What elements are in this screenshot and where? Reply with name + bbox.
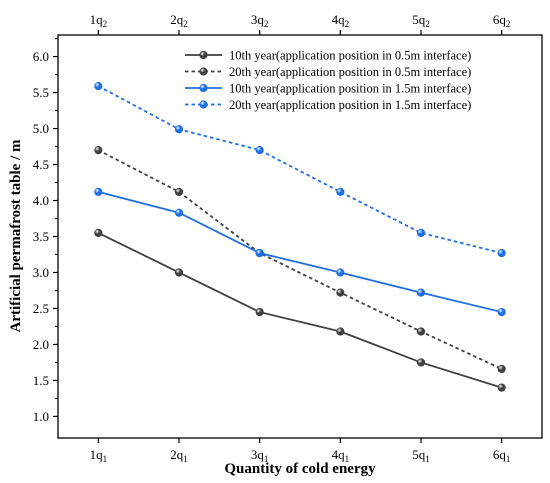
data-point xyxy=(94,187,103,196)
y-tick-label: 3.5 xyxy=(33,229,49,244)
data-point xyxy=(94,146,103,155)
data-point xyxy=(174,208,184,217)
x-tick-label: 1q1 xyxy=(90,447,108,464)
data-point xyxy=(336,268,345,277)
legend: 10th year(application position in 0.5m i… xyxy=(185,49,471,112)
series-line xyxy=(97,232,502,389)
x-tick-label: 5q1 xyxy=(412,447,430,464)
y-tick-label: 3.0 xyxy=(33,265,49,280)
data-point xyxy=(497,307,506,317)
legend-label: 10th year(application position in 1.5m i… xyxy=(229,82,471,96)
data-point xyxy=(255,307,264,317)
x-tick-label: 2q1 xyxy=(170,447,188,464)
data-point xyxy=(497,364,506,374)
data-point xyxy=(336,327,345,336)
series-line xyxy=(97,149,503,370)
legend-label: 20th year(application position in 1.5m i… xyxy=(229,98,471,112)
y-tick-label: 4.0 xyxy=(33,193,49,208)
data-point xyxy=(336,288,345,297)
x-tick-label: 6q1 xyxy=(493,447,510,464)
legend-marker xyxy=(199,100,208,109)
data-point xyxy=(94,228,103,238)
y-tick-label: 5.0 xyxy=(33,121,49,136)
x-tick-label: 1q2 xyxy=(90,12,108,29)
data-point xyxy=(497,383,506,392)
data-point xyxy=(255,146,264,155)
data-point xyxy=(174,268,184,277)
data-point xyxy=(416,327,426,336)
legend-label: 20th year(application position in 0.5m i… xyxy=(229,65,471,79)
data-point xyxy=(416,358,426,367)
y-tick-label: 4.5 xyxy=(33,157,49,172)
data-point xyxy=(336,187,345,196)
y-axis-title: Artificial permafrost table / m xyxy=(8,139,24,333)
y-tick-label: 5.5 xyxy=(33,85,49,100)
data-point xyxy=(174,187,184,196)
y-tick-label: 1.0 xyxy=(33,409,49,424)
legend-marker xyxy=(199,83,208,93)
data-point xyxy=(416,228,426,238)
series-line xyxy=(98,191,502,313)
series-group xyxy=(94,81,506,392)
y-tick-label: 6.0 xyxy=(33,49,49,64)
y-tick-label: 2.0 xyxy=(33,337,49,352)
data-point xyxy=(94,81,103,91)
data-point xyxy=(416,288,426,297)
x-tick-label: 2q2 xyxy=(170,12,188,29)
x-tick-label: 3q1 xyxy=(251,447,269,464)
data-point xyxy=(174,125,184,134)
x-tick-label: 4q1 xyxy=(332,447,350,464)
legend-marker xyxy=(199,50,208,60)
x-tick-label: 5q2 xyxy=(412,12,430,29)
data-point xyxy=(255,248,264,258)
data-point xyxy=(497,248,506,258)
x-tick-label: 3q2 xyxy=(251,12,269,29)
x-tick-label: 6q2 xyxy=(493,12,510,29)
legend-label: 10th year(application position in 0.5m i… xyxy=(229,49,471,63)
legend-marker xyxy=(199,67,208,76)
x-tick-label: 4q2 xyxy=(332,12,350,29)
x-axis-title: Quantity of cold energy xyxy=(224,461,376,477)
axis-ticks: 1.0 1.5 2.0 2.5 3.0 3.5 4.0 4.5 5.0 5.5 6.0 1q1 1q2 2… xyxy=(33,12,511,464)
y-tick-label: 2.5 xyxy=(33,301,49,316)
y-tick-label: 1.5 xyxy=(33,373,49,388)
